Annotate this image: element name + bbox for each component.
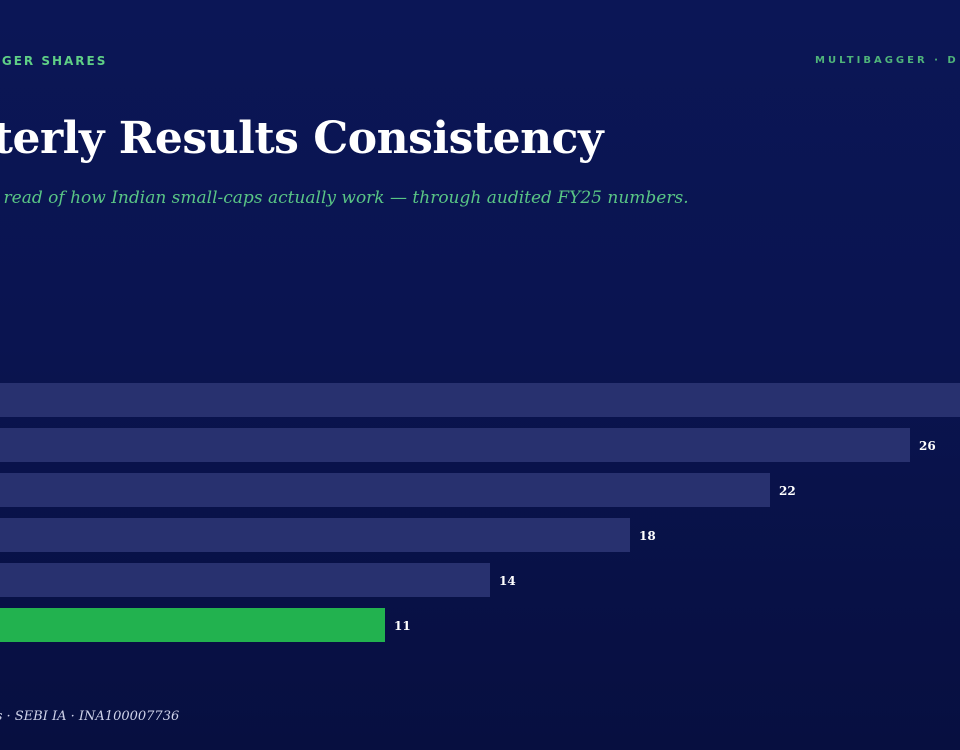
bar-5 — [0, 608, 385, 642]
bar-value-label-4: 14 — [499, 574, 516, 588]
bar-1 — [0, 428, 910, 462]
bar-value-label-5: 11 — [394, 619, 411, 633]
bar-value-label-1: 26 — [919, 439, 936, 453]
bar-value-label-2: 22 — [779, 484, 796, 498]
footer-disclaimer: es · SEBI IA · INA100007736 — [0, 709, 180, 724]
bar-4 — [0, 563, 490, 597]
bar-2 — [0, 473, 770, 507]
brand-label: GGER SHARES — [0, 54, 108, 68]
bar-value-label-3: 18 — [639, 529, 656, 543]
series-label: MULTIBAGGER · D — [815, 55, 959, 66]
bar-0 — [0, 383, 960, 417]
bar-3 — [0, 518, 630, 552]
page-title: rterly Results Consistency — [0, 113, 604, 164]
page-subtitle: r read of how Indian small-caps actually… — [0, 188, 689, 208]
